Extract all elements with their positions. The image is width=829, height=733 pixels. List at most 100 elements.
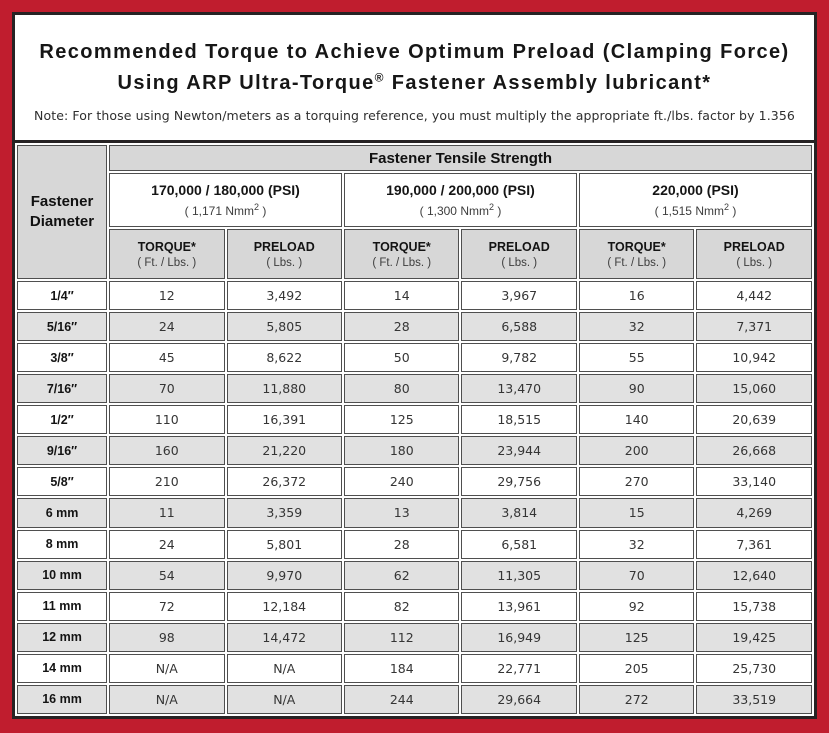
preload-value-cell: 12,640 xyxy=(696,560,812,590)
torque-value-cell: 272 xyxy=(578,684,695,714)
preload-value-cell: N/A xyxy=(226,684,342,714)
note-text: Note: For those using Newton/meters as a… xyxy=(34,107,795,123)
diameter-cell: 7/16″ xyxy=(17,374,108,404)
preload-value-cell: 3,359 xyxy=(226,498,342,528)
preload-value-cell: 22,771 xyxy=(461,653,577,683)
preload-value-cell: 6,581 xyxy=(461,529,577,559)
torque-value-cell: 90 xyxy=(578,374,695,404)
preload-value-cell: 21,220 xyxy=(226,436,342,466)
preload-value-cell: 6,588 xyxy=(461,312,577,342)
preload-value-cell: 26,372 xyxy=(226,467,342,497)
torque-value-cell: 140 xyxy=(578,405,695,435)
preload-value-cell: 4,269 xyxy=(696,498,812,528)
torque-value-cell: 24 xyxy=(109,529,225,559)
preload-value-cell: 5,801 xyxy=(226,529,342,559)
preload-value-cell: 26,668 xyxy=(696,436,812,466)
torque-value-cell: 12 xyxy=(109,281,225,311)
torque-table: Fastener Diameter Fastener Tensile Streng… xyxy=(15,140,814,716)
torque-value-cell: 112 xyxy=(344,622,460,652)
torque-value-cell: 80 xyxy=(344,374,460,404)
preload-value-cell: 3,492 xyxy=(226,281,342,311)
table-row: 6 mm 11 3,359 13 3,814 15 4,269 xyxy=(17,498,812,528)
diameter-cell: 8 mm xyxy=(17,529,108,559)
torque-value-cell: 210 xyxy=(109,467,225,497)
table-row: 10 mm 54 9,970 62 11,305 70 12,640 xyxy=(17,560,812,590)
strength-group-header-170-180: 170,000 / 180,000 (PSI) ( 1,171 Nmm2 ) xyxy=(109,173,342,227)
torque-value-cell: 92 xyxy=(578,591,695,621)
torque-value-cell: 24 xyxy=(109,312,225,342)
table-row: 11 mm 72 12,184 82 13,961 92 15,738 xyxy=(17,591,812,621)
torque-value-cell: 28 xyxy=(344,529,460,559)
torque-value-cell: 50 xyxy=(344,343,460,373)
psi-header-row: 170,000 / 180,000 (PSI) ( 1,171 Nmm2 ) 1… xyxy=(17,173,812,227)
diameter-cell: 5/16″ xyxy=(17,312,108,342)
preload-value-cell: 29,756 xyxy=(461,467,577,497)
table-row: 5/8″ 210 26,372 240 29,756 270 33,140 xyxy=(17,467,812,497)
diameter-cell: 11 mm xyxy=(17,591,108,621)
table-row: 7/16″ 70 11,880 80 13,470 90 15,060 xyxy=(17,374,812,404)
diameter-cell: 14 mm xyxy=(17,653,108,683)
torque-value-cell: 55 xyxy=(578,343,695,373)
torque-column-header: TORQUE*( Ft. / Lbs. ) xyxy=(578,229,695,279)
column-header-row: TORQUE*( Ft. / Lbs. ) PRELOAD( Lbs. ) TO… xyxy=(17,229,812,279)
diameter-cell: 6 mm xyxy=(17,498,108,528)
preload-column-header: PRELOAD( Lbs. ) xyxy=(461,229,577,279)
table-row: 16 mm N/A N/A 244 29,664 272 33,519 xyxy=(17,684,812,714)
torque-value-cell: 45 xyxy=(109,343,225,373)
torque-value-cell: 14 xyxy=(344,281,460,311)
torque-value-cell: 13 xyxy=(344,498,460,528)
torque-value-cell: N/A xyxy=(109,684,225,714)
table-row: 1/2″ 110 16,391 125 18,515 140 20,639 xyxy=(17,405,812,435)
corner-header-fastener-diameter: Fastener Diameter xyxy=(17,145,108,279)
torque-value-cell: 32 xyxy=(578,529,695,559)
preload-value-cell: 15,738 xyxy=(696,591,812,621)
diameter-cell: 1/4″ xyxy=(17,281,108,311)
preload-value-cell: 19,425 xyxy=(696,622,812,652)
psi-value: 170,000 / 180,000 (PSI) xyxy=(151,182,300,198)
torque-value-cell: 15 xyxy=(578,498,695,528)
torque-value-cell: 70 xyxy=(578,560,695,590)
preload-value-cell: 23,944 xyxy=(461,436,577,466)
nmm-value: ( 1,515 Nmm2 ) xyxy=(654,202,737,218)
preload-value-cell: 7,371 xyxy=(696,312,812,342)
document-page: Recommended Torque to Achieve Optimum Pr… xyxy=(12,12,817,719)
torque-value-cell: 205 xyxy=(578,653,695,683)
torque-value-cell: 184 xyxy=(344,653,460,683)
preload-value-cell: 3,967 xyxy=(461,281,577,311)
torque-value-cell: 72 xyxy=(109,591,225,621)
torque-value-cell: 28 xyxy=(344,312,460,342)
preload-value-cell: 9,782 xyxy=(461,343,577,373)
torque-value-cell: 98 xyxy=(109,622,225,652)
torque-value-cell: 82 xyxy=(344,591,460,621)
strength-group-header-190-200: 190,000 / 200,000 (PSI) ( 1,300 Nmm2 ) xyxy=(344,173,577,227)
torque-value-cell: 70 xyxy=(109,374,225,404)
torque-value-cell: 200 xyxy=(578,436,695,466)
preload-value-cell: 11,880 xyxy=(226,374,342,404)
registered-trademark-symbol: ® xyxy=(374,69,385,84)
preload-value-cell: 9,970 xyxy=(226,560,342,590)
preload-value-cell: 16,391 xyxy=(226,405,342,435)
preload-value-cell: 15,060 xyxy=(696,374,812,404)
psi-value: 190,000 / 200,000 (PSI) xyxy=(386,182,535,198)
preload-value-cell: 18,515 xyxy=(461,405,577,435)
torque-value-cell: 54 xyxy=(109,560,225,590)
table-row: 8 mm 24 5,801 28 6,581 32 7,361 xyxy=(17,529,812,559)
torque-value-cell: 125 xyxy=(344,405,460,435)
torque-value-cell: 110 xyxy=(109,405,225,435)
torque-column-header: TORQUE*( Ft. / Lbs. ) xyxy=(344,229,460,279)
group-header-row: Fastener Diameter Fastener Tensile Streng… xyxy=(17,145,812,279)
torque-value-cell: N/A xyxy=(109,653,225,683)
preload-value-cell: 20,639 xyxy=(696,405,812,435)
preload-value-cell: 14,472 xyxy=(226,622,342,652)
nmm-value: ( 1,300 Nmm2 ) xyxy=(419,202,502,218)
torque-value-cell: 62 xyxy=(344,560,460,590)
diameter-cell: 12 mm xyxy=(17,622,108,652)
preload-value-cell: 8,622 xyxy=(226,343,342,373)
diameter-cell: 1/2″ xyxy=(17,405,108,435)
preload-value-cell: 3,814 xyxy=(461,498,577,528)
preload-value-cell: 13,470 xyxy=(461,374,577,404)
torque-column-header: TORQUE*( Ft. / Lbs. ) xyxy=(109,229,225,279)
preload-value-cell: 33,140 xyxy=(696,467,812,497)
nmm-value: ( 1,171 Nmm2 ) xyxy=(184,202,267,218)
title-line1: Recommended Torque to Achieve Optimum Pr… xyxy=(39,40,790,63)
